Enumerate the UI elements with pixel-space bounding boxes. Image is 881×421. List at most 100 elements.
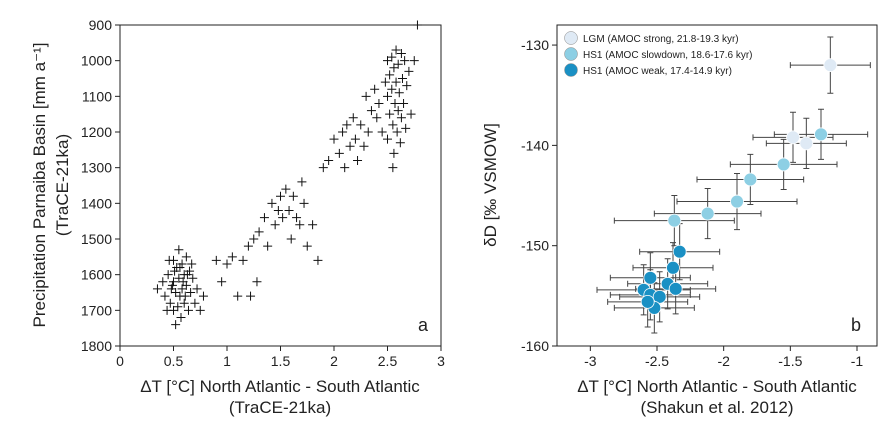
data-point-plus — [356, 120, 366, 130]
panel-b: -3 -2.5 -2 -1.5 -1 -130 -140 -150 -160 LGM (AMOC… — [481, 24, 878, 417]
data-point-plus — [178, 277, 188, 287]
data-point-plus — [404, 66, 414, 76]
data-point-circle — [814, 127, 828, 142]
data-point-plus — [318, 163, 328, 173]
data-point-plus — [401, 123, 411, 133]
data-point-circle — [640, 294, 655, 309]
data-point-plus — [297, 177, 307, 187]
data-point-plus — [182, 270, 192, 280]
data-point-plus — [363, 127, 373, 137]
data-point-circle — [666, 260, 680, 275]
panel-b-ytick-label: -160 — [521, 338, 549, 354]
data-point-plus — [278, 213, 288, 223]
data-point-circle — [799, 136, 814, 151]
data-point-plus — [233, 291, 243, 301]
data-point-circle — [643, 270, 658, 285]
panel-a-xtick-label: 0.5 — [164, 353, 184, 369]
data-point-plus — [181, 252, 191, 262]
data-point-plus — [345, 141, 355, 151]
data-point-plus — [366, 106, 376, 116]
panel-a-marks — [152, 20, 422, 330]
panel-a-ytick-label: 1500 — [81, 231, 112, 247]
data-point-plus — [292, 213, 302, 223]
data-point-plus — [175, 263, 185, 273]
panel-a: 0 0.5 1 1.5 2 2.5 3 900 1000 1100 1200 1300 1400 1500… — [30, 17, 445, 417]
data-point-plus — [391, 45, 401, 55]
data-point-plus — [249, 234, 259, 244]
panel-a-xtick-label: 2.5 — [378, 353, 398, 369]
legend-entry: HS1 (AMOC slowdown, 18.6-17.6 kyr) — [583, 50, 753, 61]
data-point-plus — [211, 255, 221, 265]
panel-b-ytick-label: -150 — [521, 238, 549, 254]
panel-a-ytick-label: 1800 — [81, 338, 112, 354]
data-point-plus — [409, 56, 419, 66]
data-point-plus — [246, 291, 256, 301]
panel-a-ytick-label: 1300 — [81, 160, 112, 176]
data-point-plus — [286, 234, 296, 244]
panel-a-xlabel-2: (TraCE-21ka) — [229, 398, 331, 417]
data-point-plus — [350, 134, 360, 144]
data-point-plus — [170, 266, 180, 276]
data-point-plus — [388, 120, 398, 130]
data-point-plus — [192, 284, 202, 294]
data-point-plus — [338, 127, 348, 137]
panel-b-ylabel: δD [‰ VSMOW] — [481, 123, 500, 247]
data-point-plus — [400, 56, 410, 66]
data-point-circle — [823, 58, 838, 73]
data-point-plus — [370, 84, 380, 94]
data-point-plus — [180, 291, 190, 301]
data-point-plus — [165, 298, 175, 308]
data-point-plus — [359, 141, 369, 151]
data-point-plus — [167, 280, 177, 290]
panel-b-ytick-label: -140 — [521, 137, 549, 153]
data-point-circle — [667, 213, 682, 228]
data-point-plus — [390, 98, 400, 108]
data-point-plus — [169, 277, 178, 287]
data-point-plus — [340, 163, 350, 173]
data-point-plus — [195, 305, 205, 315]
data-point-plus — [174, 273, 184, 283]
data-point-plus — [254, 227, 264, 237]
panel-a-ytick-label: 1400 — [81, 195, 112, 211]
panel-b-marks — [596, 36, 871, 334]
data-point-plus — [243, 241, 253, 251]
panel-a-ticks: 0 0.5 1 1.5 2 2.5 3 900 1000 1100 1200 1300 1400 1500… — [81, 17, 445, 369]
data-point-plus — [361, 91, 371, 101]
data-point-plus — [160, 291, 170, 301]
data-point-plus — [395, 138, 405, 148]
data-point-plus — [334, 148, 344, 158]
panel-b-legend: LGM (AMOC strong, 21.8-19.3 kyr) HS1 (AMO… — [564, 31, 753, 77]
data-point-plus — [324, 156, 334, 166]
data-point-plus — [397, 74, 407, 83]
data-point-plus — [385, 70, 395, 80]
panel-a-ytick-label: 1700 — [81, 302, 112, 318]
data-point-plus — [252, 277, 262, 287]
data-point-plus — [179, 298, 189, 308]
data-point-plus — [177, 284, 187, 294]
data-point-circle — [743, 172, 758, 187]
data-point-plus — [299, 198, 309, 208]
panel-b-xtick-label: -1.5 — [778, 353, 802, 369]
data-point-plus — [380, 77, 390, 87]
panel-b-xlabel: ΔT [°C] North Atlantic - South Atlantic — [577, 377, 857, 396]
data-point-plus — [342, 120, 352, 130]
data-point-plus — [396, 113, 406, 123]
data-point-plus — [171, 320, 181, 330]
data-point-circle — [672, 244, 687, 259]
data-point-plus — [273, 205, 283, 215]
data-point-plus — [162, 305, 172, 315]
panel-b-xtick-label: -2.5 — [645, 353, 669, 369]
data-point-plus — [185, 266, 195, 276]
data-point-circle — [786, 130, 800, 145]
data-point-plus — [387, 84, 397, 94]
data-point-circle — [730, 194, 744, 209]
panel-b-xtick-label: -1 — [851, 353, 864, 369]
data-point-plus — [391, 77, 401, 87]
data-point-plus — [186, 288, 196, 297]
data-point-plus — [177, 259, 187, 269]
panel-a-xtick-label: 1.5 — [271, 353, 291, 369]
panel-b-ytick-label: -130 — [521, 37, 549, 53]
data-point-plus — [393, 106, 403, 116]
data-point-plus — [270, 220, 280, 230]
